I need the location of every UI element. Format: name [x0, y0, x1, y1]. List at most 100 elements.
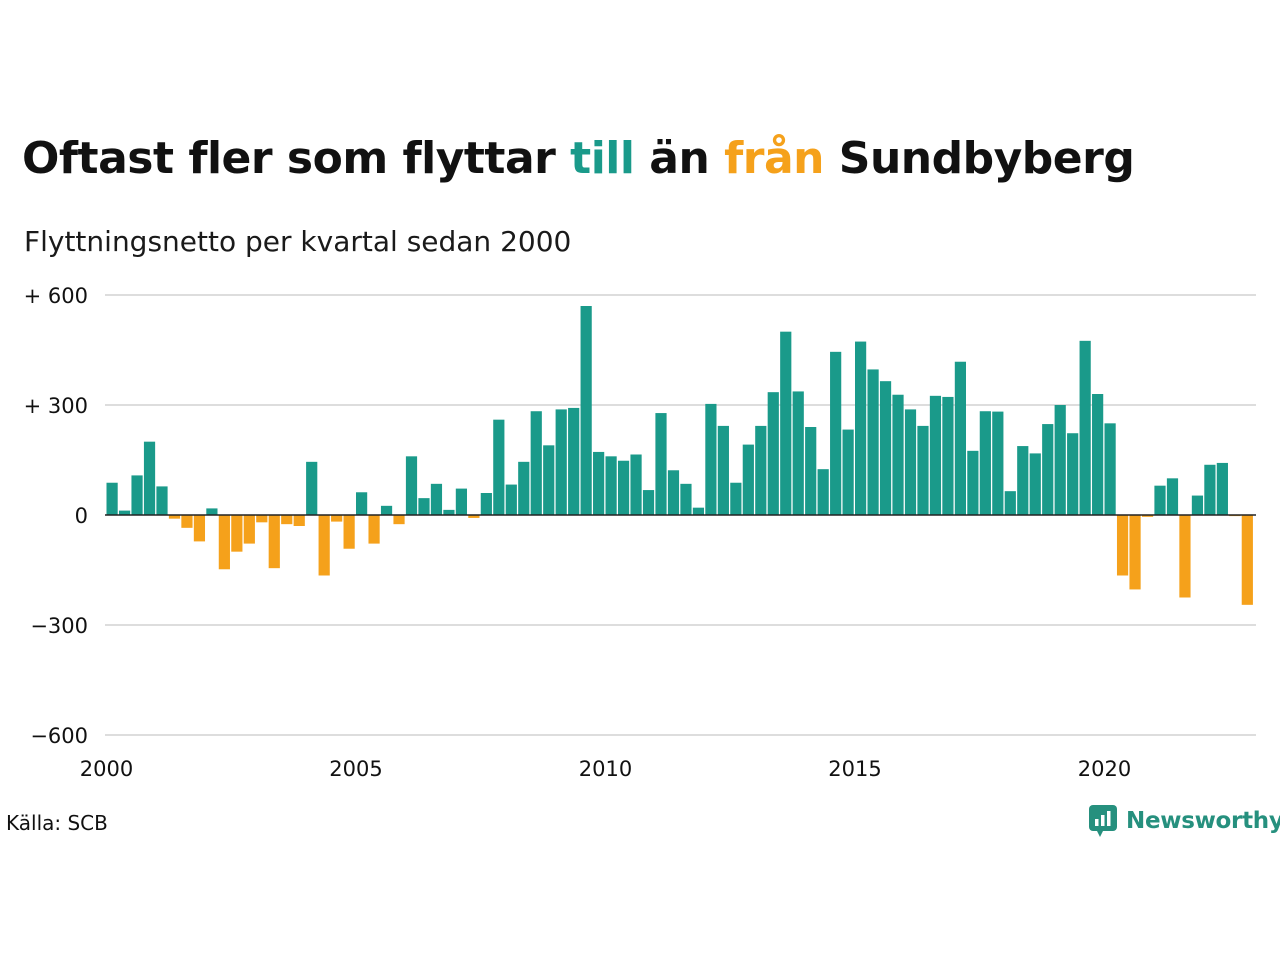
- bar-2015K3: [879, 381, 892, 515]
- x-tick-label: 2015: [828, 757, 881, 780]
- bar-2021K3: [1179, 515, 1191, 598]
- bar-2006K1: [405, 456, 418, 515]
- bar-2013K4: [792, 391, 804, 515]
- bar-2010K4: [642, 490, 655, 515]
- bar-2008K2: [518, 461, 530, 515]
- bar-2022K2: [1216, 462, 1228, 515]
- bar-2005K4: [393, 515, 405, 525]
- bar-2016K1: [904, 409, 917, 515]
- title-fran-highlight: från: [724, 133, 824, 184]
- bar-2020K3: [1129, 515, 1141, 590]
- bar-2004K1: [306, 461, 318, 515]
- bar-2020K2: [1116, 515, 1129, 576]
- bar-2021K1: [1154, 485, 1166, 515]
- bar-2012K3: [730, 482, 742, 515]
- bar-2016K4: [942, 396, 954, 515]
- chart-title: Oftast fler som flyttar till än från Sun…: [22, 133, 1135, 184]
- bar-chart: + 600 + 300 0 −300 −600 2000 2005 2010 2015 2020: [24, 284, 1256, 780]
- bar-2021K4: [1191, 495, 1204, 515]
- bar-2009K2: [568, 407, 580, 515]
- bars: [106, 306, 1253, 605]
- bar-2020K4: [1141, 515, 1154, 517]
- bar-2007K1: [455, 488, 467, 515]
- bar-2012K2: [717, 425, 729, 515]
- x-tick-label: 2005: [329, 757, 382, 780]
- bar-2022K4: [1241, 515, 1253, 605]
- bar-2017K3: [979, 411, 991, 515]
- bar-2019K4: [1092, 394, 1104, 515]
- bar-2000K1: [106, 482, 118, 515]
- bar-2018K2: [1017, 446, 1029, 515]
- x-axis-labels: 2000 2005 2010 2015 2020: [80, 757, 1131, 780]
- bar-2011K3: [680, 483, 692, 515]
- bar-2000K2: [118, 510, 131, 515]
- bar-2010K3: [630, 454, 642, 515]
- bar-2014K1: [805, 427, 817, 515]
- bar-2006K3: [430, 483, 443, 515]
- x-tick-label: 2020: [1078, 757, 1131, 780]
- bar-2011K1: [655, 413, 667, 515]
- bar-2002K2: [218, 515, 230, 570]
- y-tick-label: 0: [75, 504, 88, 528]
- bar-2012K4: [742, 444, 754, 515]
- bar-2019K2: [1067, 433, 1079, 515]
- bar-2016K2: [917, 425, 929, 515]
- bar-2017K2: [967, 450, 979, 515]
- bar-2004K4: [343, 515, 355, 549]
- bar-2021K2: [1166, 478, 1179, 515]
- bar-2001K2: [168, 515, 181, 519]
- bar-2000K3: [131, 475, 143, 515]
- bar-2014K3: [830, 351, 842, 515]
- bar-2003K2: [268, 515, 280, 569]
- bar-2018K4: [1042, 424, 1054, 515]
- bar-2019K1: [1054, 405, 1066, 515]
- bar-2009K4: [593, 451, 605, 515]
- bar-2016K3: [929, 395, 942, 515]
- y-tick-label: −600: [30, 724, 88, 748]
- bar-2003K3: [281, 515, 293, 525]
- bar-2000K4: [143, 441, 156, 515]
- bar-2015K4: [892, 394, 904, 515]
- bar-2022K1: [1204, 464, 1216, 515]
- bar-2008K1: [505, 484, 517, 515]
- bar-2018K3: [1029, 453, 1041, 515]
- bar-2006K2: [418, 498, 430, 515]
- chart-subtitle: Flyttningsnetto per kvartal sedan 2000: [24, 225, 572, 258]
- bar-2011K4: [692, 507, 705, 515]
- logo-text: Newsworthy: [1126, 808, 1280, 834]
- bar-2004K3: [331, 515, 343, 522]
- bar-2001K1: [156, 486, 168, 515]
- newsworthy-logo-icon: [1089, 805, 1117, 837]
- y-tick-label: + 600: [24, 284, 88, 308]
- bar-2010K2: [617, 460, 630, 515]
- bar-2002K3: [231, 515, 243, 552]
- bar-2013K3: [780, 331, 792, 515]
- bar-2003K1: [256, 515, 268, 523]
- bar-2004K2: [318, 515, 330, 576]
- bar-2019K3: [1079, 340, 1091, 515]
- bar-2020K1: [1104, 423, 1116, 515]
- title-till-highlight: till: [570, 133, 635, 184]
- bar-2015K2: [867, 369, 879, 515]
- bar-2010K1: [605, 456, 617, 515]
- source-note: Källa: SCB: [6, 811, 108, 835]
- bar-2018K1: [1004, 491, 1016, 515]
- bar-2007K2: [468, 515, 480, 518]
- bar-2002K4: [243, 515, 255, 544]
- bar-2015K1: [855, 341, 867, 515]
- bar-2008K3: [530, 411, 542, 515]
- bar-2014K4: [842, 429, 854, 515]
- x-tick-label: 2010: [579, 757, 632, 780]
- bar-2002K1: [206, 508, 218, 515]
- bar-2013K1: [755, 425, 767, 515]
- title-part1: Oftast fler som flyttar: [22, 133, 571, 184]
- bar-2009K1: [555, 409, 567, 515]
- bar-2013K2: [767, 392, 779, 515]
- bar-2005K2: [368, 515, 380, 544]
- bar-2007K3: [480, 493, 492, 515]
- bar-2014K2: [817, 469, 829, 515]
- bar-2007K4: [493, 419, 505, 515]
- bar-2001K4: [193, 515, 206, 542]
- bar-2008K4: [543, 445, 555, 515]
- bar-2017K1: [954, 361, 966, 515]
